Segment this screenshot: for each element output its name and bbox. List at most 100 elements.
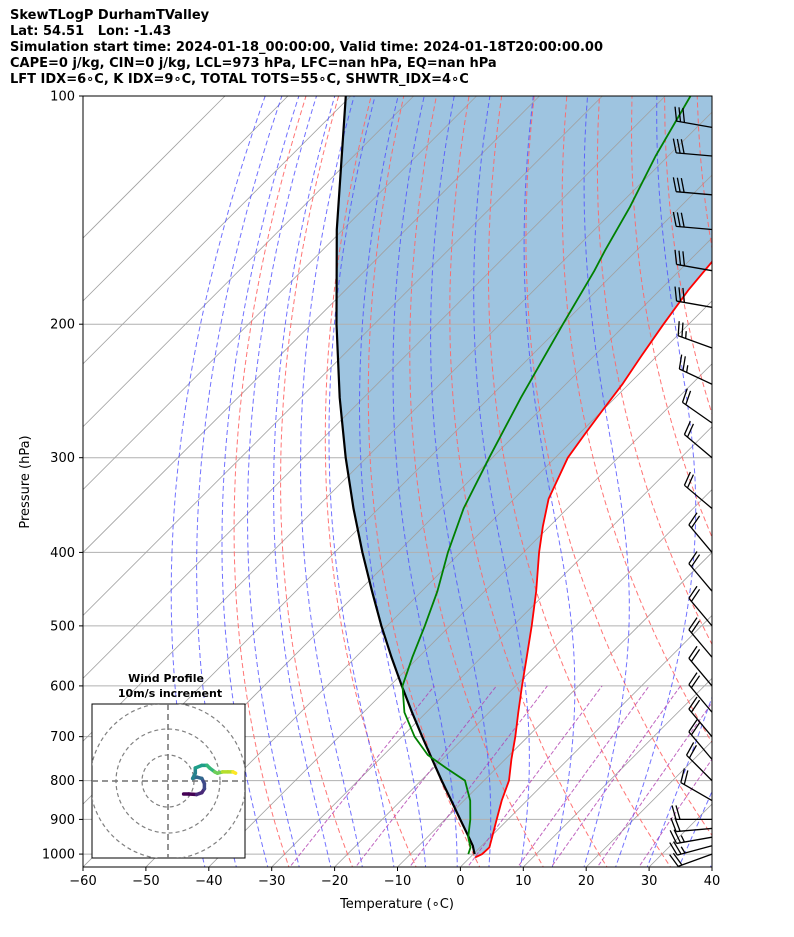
isotherm-line (334, 489, 712, 867)
cape-cin-shading (336, 96, 712, 858)
wind-barb-staff (676, 836, 713, 845)
wind-barb-staff (688, 657, 713, 687)
wind-barb (688, 696, 713, 738)
wind-barb-flag (690, 620, 701, 634)
dry-adiabat (561, 96, 712, 744)
isotherm-line (775, 96, 794, 867)
y-tick-label: 900 (50, 813, 75, 828)
wind-barb-flag (680, 177, 685, 193)
moist-adiabat (273, 96, 336, 867)
wind-barb-half-flag (680, 835, 686, 843)
header-line-indices: LFT IDX=6∘C, K IDX=9∘C, TOTAL TOTS=55∘C,… (10, 72, 469, 87)
wind-barb (688, 585, 713, 627)
dry-adiabat (762, 96, 794, 870)
wind-barb-flag (688, 551, 698, 564)
wind-barb-flag (672, 211, 677, 227)
dry-adiabat (409, 96, 544, 867)
wind-barb-staff (676, 152, 713, 157)
wind-barb (683, 420, 713, 459)
wind-barb (683, 471, 713, 509)
hodograph-subtitle: 10m/s increment (118, 687, 222, 700)
wind-barb-staff (688, 597, 713, 627)
hodograph-title: Wind Profile (128, 672, 204, 685)
wind-barb-flag (683, 420, 691, 435)
wind-barbs (669, 106, 713, 868)
y-axis-label: Pressure (hPa) (18, 435, 33, 528)
mixing-ratio-line (289, 685, 435, 867)
wind-barb (669, 841, 713, 856)
isotherm-line (83, 96, 352, 365)
wind-barb (678, 354, 713, 385)
wind-barb-staff (677, 335, 713, 349)
moist-adiabat (196, 96, 283, 867)
wind-barb-flag (690, 675, 701, 689)
x-tick-label: −30 (258, 874, 285, 889)
wind-barb-flag (669, 830, 678, 844)
wind-barb (688, 551, 713, 592)
x-tick-label: 40 (704, 874, 721, 889)
wind-barb-flag (674, 286, 678, 302)
wind-barb-flag (688, 672, 698, 686)
wind-barb-flag (686, 423, 695, 438)
isotherm-line (271, 426, 712, 867)
mixing-ratio-line (550, 685, 682, 867)
plot-axes: −60 −50 −40 −30 −20 −10 0 10 20 30 40 100 200 300 400 5… (42, 90, 720, 890)
wind-barb (672, 211, 713, 231)
wind-barb-half-flag (680, 846, 686, 854)
wind-barb-flag (688, 512, 698, 526)
wind-barb (688, 512, 713, 553)
wind-barb-staff (676, 300, 713, 308)
wind-barb-flag (690, 588, 701, 602)
y-tick-label: 700 (50, 730, 75, 745)
wind-barb-flag (688, 645, 698, 659)
mixing-ratio-line (354, 685, 497, 867)
dry-adiabat (596, 96, 712, 646)
isotherm-line (83, 96, 477, 491)
wind-barb-flag (681, 322, 684, 338)
wind-barb-flag (672, 852, 683, 866)
wind-barb-staff (684, 434, 713, 459)
wind-barb-flag (690, 554, 701, 568)
y-tick-label: 500 (50, 619, 75, 634)
wind-barb-flag (674, 249, 678, 265)
mixing-ratio-line (517, 685, 650, 867)
wind-barb-flag (676, 138, 681, 154)
wind-barb-flag (682, 107, 686, 123)
moist-adiabat (359, 96, 427, 867)
moist-adiabat (583, 96, 630, 867)
wind-barb (669, 852, 713, 868)
wind-barb-flag (685, 390, 692, 405)
header-line-location: Lat: 54.51 Lon: -1.43 (10, 24, 172, 39)
wind-barb (677, 321, 713, 349)
wind-barb (688, 645, 713, 687)
wind-barb-flag (690, 515, 701, 529)
wind-barb-half-flag (685, 365, 689, 373)
wind-barb-flag (676, 212, 681, 227)
isotherm-line (397, 551, 712, 867)
x-axis-label: Temperature (∘C) (339, 897, 454, 912)
y-tick-label: 100 (50, 90, 75, 105)
x-tick-label: 0 (456, 874, 464, 889)
wind-barb-flag (682, 356, 686, 371)
wind-barb (669, 829, 713, 845)
x-tick-label: −20 (321, 874, 348, 889)
wind-barb-flag (681, 388, 688, 403)
moist-adiabat (473, 96, 530, 867)
wind-barb-flag (670, 817, 677, 832)
wind-barb-flag (677, 321, 680, 336)
wind-barb (685, 742, 713, 782)
isotherm-line (711, 866, 712, 867)
dry-adiabat (367, 96, 481, 867)
y-tick-label: 800 (50, 774, 75, 789)
mixing-ratio-line (467, 685, 603, 867)
wind-barb-flag (678, 250, 682, 266)
moist-adiabat (221, 96, 300, 867)
isotherm-line (208, 363, 712, 867)
moist-adiabat (523, 96, 576, 867)
isotherm-line (460, 614, 712, 867)
dry-adiabat (280, 96, 354, 867)
wind-barb-flag (674, 106, 678, 122)
header-line-cape: CAPE=0 j/kg, CIN=0 j/kg, LCL=973 hPa, LF… (10, 56, 497, 71)
y-tick-label: 200 (50, 318, 75, 333)
